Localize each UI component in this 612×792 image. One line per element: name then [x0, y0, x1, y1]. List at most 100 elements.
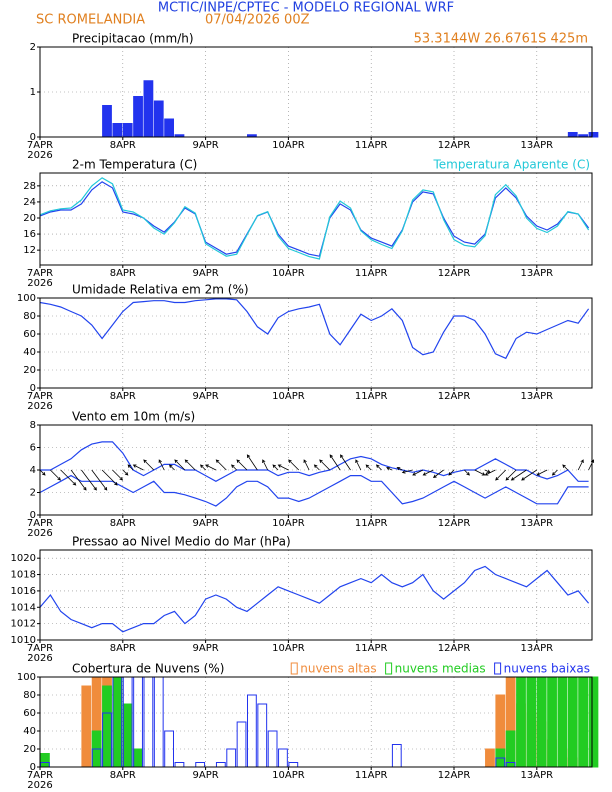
wind-arrow	[313, 464, 320, 471]
bar	[578, 676, 588, 768]
wind-arrow	[340, 454, 351, 471]
legend-label: nuvens baixas	[504, 662, 590, 676]
x-tick-label: 8APR	[110, 770, 136, 781]
x-tick-label: 8APR	[110, 268, 136, 279]
wind-arrow	[577, 459, 584, 471]
wind-arrow	[277, 464, 289, 471]
y-tick-label: 1014	[11, 602, 36, 613]
wind-arrow	[432, 469, 444, 479]
bar	[133, 96, 143, 138]
bar	[102, 685, 112, 768]
panel-title: Pressao ao Nivel Medio do Mar (hPa)	[72, 535, 291, 549]
wind-arrow	[588, 459, 595, 471]
y-tick-label: 8	[30, 420, 36, 431]
wind-arrow	[91, 469, 108, 491]
y-tick-label: 28	[23, 181, 36, 192]
data-line	[39, 565, 590, 633]
y-tick-label: 80	[23, 690, 36, 701]
bar	[164, 118, 174, 138]
coordinates: 53.3144W 26.6761S 425m	[414, 32, 588, 47]
x-tick-label: 10APR	[272, 518, 305, 529]
plot-frame	[39, 172, 593, 266]
legend-label: Temperatura Aparente (C)	[432, 158, 590, 172]
x-tick-label: 13APR	[521, 518, 554, 529]
wind-arrow	[495, 469, 507, 481]
x-tick-label: 11APR	[355, 643, 388, 654]
x-tick-label: 13APR	[521, 643, 554, 654]
wind-arrow	[184, 459, 196, 471]
bar	[143, 676, 154, 768]
bar	[567, 132, 578, 138]
x-tick-label: 10APR	[272, 643, 305, 654]
wind-arrow	[143, 459, 155, 471]
wind-arrow	[303, 459, 310, 471]
panel-title: Cobertura de Nuvens (%)	[72, 662, 224, 676]
wind-arrow	[112, 469, 124, 481]
wind-arrow	[205, 464, 217, 471]
wind-arrow	[319, 459, 331, 471]
wind-arrow	[521, 469, 538, 481]
bar	[143, 80, 154, 138]
wind-arrow	[396, 466, 403, 471]
wind-arrow	[448, 469, 455, 476]
x-tick-label: 9APR	[193, 518, 219, 529]
page-title: MCTIC/INPE/CPTEC - MODELO REGIONAL WRF	[158, 1, 454, 16]
x-tick-label: 8APR	[110, 391, 136, 402]
wind-arrow	[355, 459, 362, 471]
wind-arrow	[288, 459, 300, 471]
wind-arrow	[401, 469, 413, 474]
y-tick-label: 20	[23, 213, 36, 224]
x-tick-label: 9APR	[193, 391, 219, 402]
bar	[226, 748, 237, 768]
y-tick-label: 6	[30, 443, 36, 454]
bar	[526, 676, 537, 768]
bar	[588, 132, 599, 138]
y-tick-label: 1	[30, 87, 36, 98]
wind-arrow	[174, 459, 186, 471]
bar	[557, 676, 568, 768]
y-tick-label: 100	[17, 672, 36, 683]
x-tick-label: 13APR	[521, 140, 554, 151]
bar	[153, 676, 164, 768]
y-tick-label: 1012	[11, 619, 36, 630]
wind-arrow	[262, 459, 269, 471]
data-line	[39, 298, 590, 360]
y-tick-label: 40	[23, 726, 36, 737]
x-tick-label: 7APR	[27, 268, 53, 279]
run-date: 07/04/2026 00Z	[205, 13, 310, 28]
wind-arrow	[200, 464, 206, 471]
bar	[391, 744, 402, 768]
legend-label: nuvens medias	[395, 662, 486, 676]
x-tick-label: 12APR	[438, 391, 471, 402]
bar	[122, 123, 133, 138]
y-tick-label: 4	[30, 465, 36, 476]
x-tick-label: 9APR	[193, 268, 219, 279]
y-tick-label: 100	[17, 293, 36, 304]
plot-frame	[39, 297, 593, 389]
bar	[112, 676, 123, 768]
wind-arrow	[329, 454, 341, 471]
bar	[122, 703, 133, 768]
y-tick-label: 80	[23, 311, 36, 322]
x-tick-label: 8APR	[110, 140, 136, 151]
wind-arrow	[246, 454, 258, 471]
y-tick-label: 1016	[11, 586, 36, 597]
wind-arrow	[168, 464, 175, 471]
x-tick-label: 10APR	[272, 770, 305, 781]
x-tick-label: 13APR	[521, 770, 554, 781]
wind-arrow	[231, 464, 237, 471]
bar	[505, 730, 516, 768]
x-tick-label: 8APR	[110, 643, 136, 654]
panel-title: 2-m Temperatura (C)	[72, 158, 197, 172]
y-tick-label: 60	[23, 329, 36, 340]
bar	[81, 685, 92, 768]
bar	[112, 123, 123, 138]
wind-arrow	[505, 469, 517, 481]
wind-arrow	[122, 469, 129, 476]
bar	[102, 105, 112, 138]
data-line	[39, 177, 590, 260]
wind-arrow	[272, 464, 279, 471]
data-line	[39, 474, 589, 507]
wind-arrow	[551, 469, 558, 476]
x-tick-label: 7APR	[27, 140, 53, 151]
